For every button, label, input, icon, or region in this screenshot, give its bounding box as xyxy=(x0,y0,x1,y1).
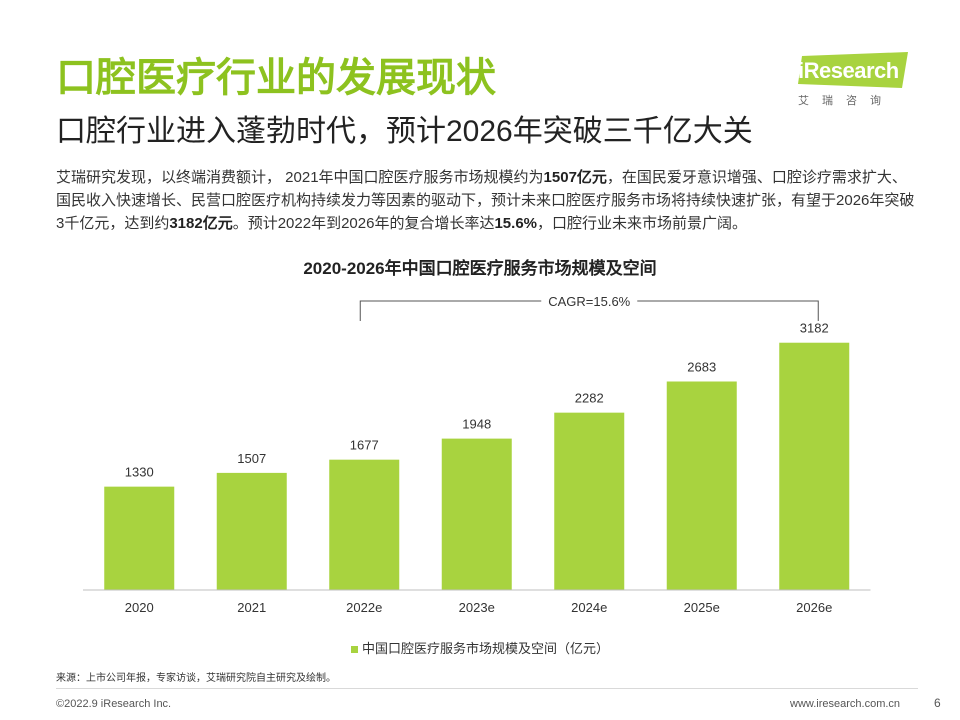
desc-part-4: ，口腔行业未来市场前景广阔。 xyxy=(537,215,748,232)
bar-2020 xyxy=(104,486,175,590)
logo-text: iResearch xyxy=(798,58,899,83)
data-label-2021: 1507 xyxy=(237,451,266,466)
page-title: 口腔医疗行业的发展现状 xyxy=(56,56,496,100)
x-tick-label-2020: 2020 xyxy=(125,600,154,615)
logo-cn-text: 艾瑞咨询 xyxy=(798,95,894,107)
x-tick-label-2023e: 2023e xyxy=(459,600,495,615)
description-paragraph: 艾瑞研究发现，以终端消费额计， 2021年中国口腔医疗服务市场规模约为1507亿… xyxy=(56,166,916,235)
data-label-2022e: 1677 xyxy=(350,438,379,453)
bar-2025e xyxy=(666,381,737,590)
bar-2023e xyxy=(441,438,512,590)
desc-highlight-2: 3182亿元 xyxy=(169,215,233,232)
x-tick-label-2026e: 2026e xyxy=(796,600,832,615)
cagr-label-background xyxy=(541,291,638,311)
page-number: 6 xyxy=(934,696,941,710)
x-tick-label-2025e: 2025e xyxy=(684,600,720,615)
footer-copyright: ©2022.9 iResearch Inc. xyxy=(56,698,172,710)
bar-2024e xyxy=(554,412,625,590)
desc-part-2: ，在国民爱牙意识增强、口腔诊疗需求扩大、国民收入快速增长、民营口腔医疗机构持续发… xyxy=(56,169,915,232)
iresearch-logo: iResearch 艾瑞咨询 xyxy=(790,48,920,110)
x-tick-label-2022e: 2022e xyxy=(346,600,382,615)
bar-2021 xyxy=(216,472,287,590)
legend-label: 中国口腔医疗服务市场规模及空间（亿元） xyxy=(361,641,609,656)
x-tick-label-2021: 2021 xyxy=(237,600,266,615)
x-tick-label-2024e: 2024e xyxy=(571,600,607,615)
legend-swatch-icon xyxy=(350,646,358,654)
page-subtitle: 口腔行业进入蓬勃时代，预计2026年突破三千亿大关 xyxy=(56,115,753,148)
desc-highlight-3: 15.6% xyxy=(494,215,538,232)
cagr-annotation: CAGR=15.6% xyxy=(548,294,630,309)
desc-part-1: 艾瑞研究发现，以终端消费额计， 2021年中国口腔医疗服务市场规模约为 xyxy=(56,169,544,186)
data-label-2024e: 2282 xyxy=(575,391,604,406)
logo-banner-icon xyxy=(798,52,908,88)
footer-website[interactable]: www.iresearch.com.cn xyxy=(790,698,901,710)
chart-title: 2020-2026年中国口腔医疗服务市场规模及空间 xyxy=(303,259,657,278)
desc-highlight-1: 1507亿元 xyxy=(543,169,607,186)
footer-divider xyxy=(56,688,918,689)
data-label-2020: 1330 xyxy=(125,465,154,480)
chart-legend: 中国口腔医疗服务市场规模及空间（亿元） xyxy=(0,638,960,657)
bar-2022e xyxy=(329,459,400,590)
bar-2026e xyxy=(779,342,850,590)
source-note: 来源：上市公司年报，专家访谈，艾瑞研究院自主研究及绘制。 xyxy=(56,673,336,684)
desc-part-3: 。预计2022年到2026年的复合增长率达 xyxy=(232,215,495,232)
data-label-2026e: 3182 xyxy=(800,321,829,336)
data-label-2023e: 1948 xyxy=(462,417,491,432)
data-label-2025e: 2683 xyxy=(687,359,716,374)
